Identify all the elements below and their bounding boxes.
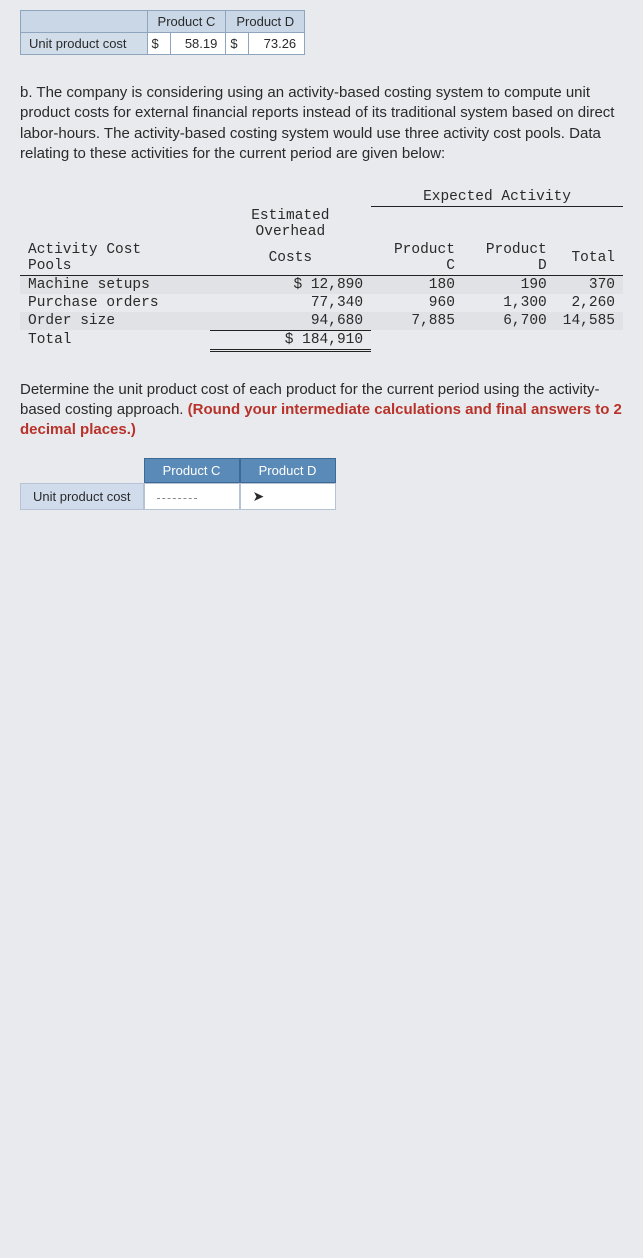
table-row: Machine setups $ 12,890 180 190 370	[20, 275, 623, 294]
cell-total-label: Total	[20, 330, 210, 350]
activity-cost-pool-table: Expected Activity Estimated Overhead Act…	[20, 188, 623, 352]
cell-cost: 94,680	[210, 312, 371, 331]
row-label-unit-cost: Unit product cost	[21, 33, 148, 55]
currency-d: $	[226, 33, 249, 55]
header-prod-c: Product C	[371, 241, 463, 276]
cell-t: 2,260	[555, 294, 623, 312]
header-expected-activity: Expected Activity	[371, 188, 623, 207]
header-product-d: Product D	[226, 11, 305, 33]
instruction-text: Determine the unit product cost of each …	[20, 380, 623, 441]
answer-header-c: Product C	[144, 458, 240, 483]
answer-input-c[interactable]	[144, 483, 240, 510]
table-row: Order size 94,680 7,885 6,700 14,585	[20, 312, 623, 331]
value-product-c: 58.19	[170, 33, 226, 55]
header-pool: Activity Cost Pools	[20, 241, 210, 276]
header-product-c: Product C	[147, 11, 226, 33]
answer-header-blank	[20, 458, 144, 483]
header-overhead-l1: Estimated Overhead	[210, 207, 371, 241]
answer-input-d[interactable]: ➤	[240, 483, 336, 510]
table-row: Purchase orders 77,340 960 1,300 2,260	[20, 294, 623, 312]
answer-table: Product C Product D Unit product cost ➤	[20, 458, 336, 510]
cell-cost: $ 12,890	[210, 275, 371, 294]
value-product-d: 73.26	[249, 33, 305, 55]
cell-c: 180	[371, 275, 463, 294]
cell-d: 6,700	[463, 312, 555, 331]
cell-label: Order size	[20, 312, 210, 331]
blank-header	[21, 11, 148, 33]
cell-d: 190	[463, 275, 555, 294]
header-overhead-l2: Costs	[210, 241, 371, 276]
cell-label: Purchase orders	[20, 294, 210, 312]
cell-t: 14,585	[555, 312, 623, 331]
cursor-icon: ➤	[253, 488, 265, 504]
answer-row-label: Unit product cost	[20, 483, 144, 510]
cell-d: 1,300	[463, 294, 555, 312]
header-prod-d: Product D	[463, 241, 555, 276]
answer-header-d: Product D	[240, 458, 336, 483]
cell-c: 960	[371, 294, 463, 312]
table-row-total: Total $ 184,910	[20, 330, 623, 350]
cell-cost: 77,340	[210, 294, 371, 312]
currency-c: $	[147, 33, 170, 55]
unit-cost-table: Product C Product D Unit product cost $ …	[20, 10, 305, 55]
cell-c: 7,885	[371, 312, 463, 331]
paragraph-b: b. The company is considering using an a…	[20, 83, 623, 164]
cell-label: Machine setups	[20, 275, 210, 294]
cell-t: 370	[555, 275, 623, 294]
cell-total-cost: $ 184,910	[210, 330, 371, 350]
header-total: Total	[555, 241, 623, 276]
